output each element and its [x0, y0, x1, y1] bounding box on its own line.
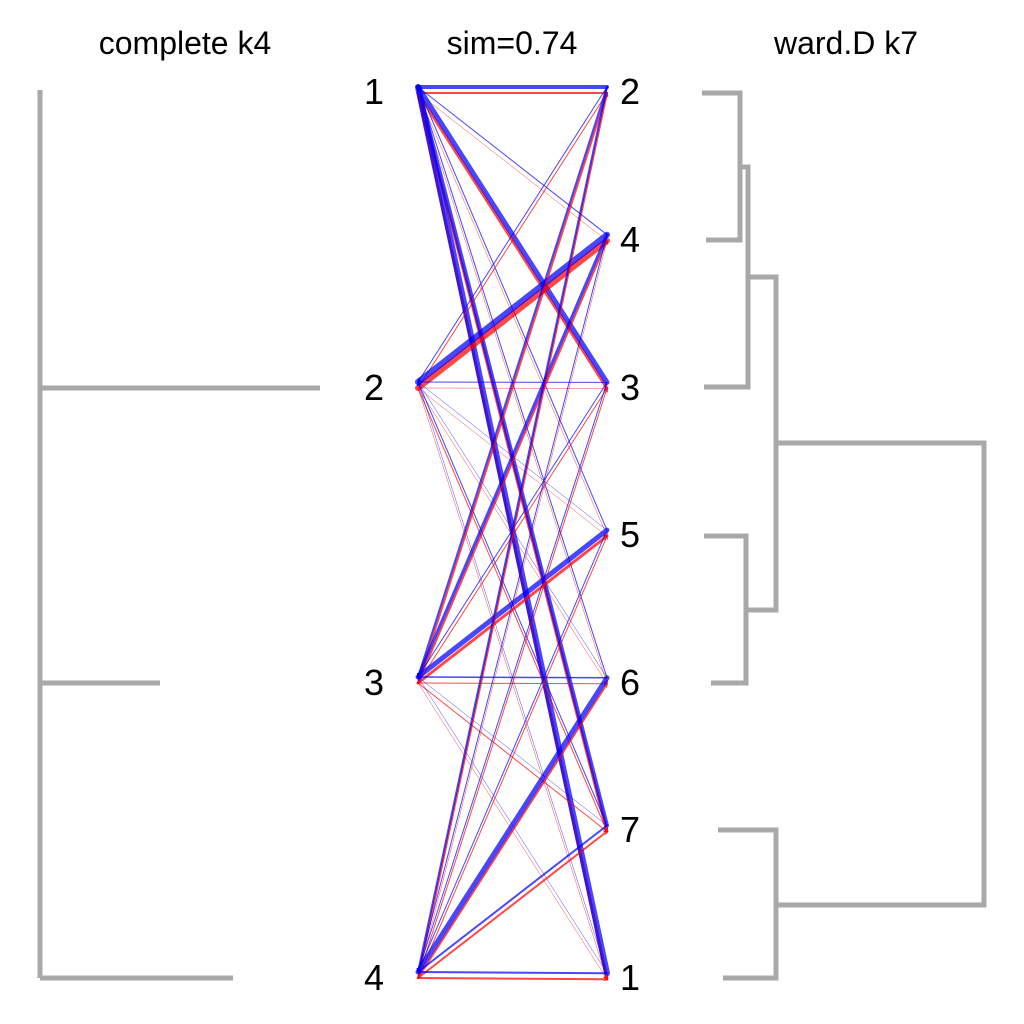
flow-arrow-backward [418, 381, 608, 972]
left-cluster-label: 3 [364, 662, 384, 703]
left-cluster-label: 1 [364, 71, 384, 112]
flow-arrow-backward [418, 87, 608, 236]
flow-arrow-forward [417, 93, 607, 389]
flow-arrow-forward [417, 92, 607, 241]
right-dendrogram-merge-5-6 [704, 533, 749, 686]
left-cluster-label: 4 [364, 957, 384, 998]
right-cluster-label: 1 [620, 957, 640, 998]
flow-arrow-backward [415, 231, 610, 385]
flow-arrow-forward [417, 92, 607, 684]
flow-arrow-forward [415, 237, 610, 391]
flow-arrow-forward [417, 241, 607, 979]
flow-arrow-forward [417, 682, 608, 979]
left-dendrogram [37, 90, 320, 981]
flow-arrow-forward [417, 977, 608, 979]
left-dendrogram-title: complete k4 [99, 25, 272, 61]
right-dendrogram-merge-2-4 [702, 90, 743, 243]
right-dendrogram-merge-7-1 [718, 827, 779, 981]
right-cluster-label: 6 [620, 662, 640, 703]
flow-arrow-backward [417, 972, 608, 975]
flow-arrow-backward [418, 86, 608, 678]
flow-arrow-backward [416, 233, 609, 679]
flow-arrow-forward [417, 388, 607, 979]
flow-arrow-backward [418, 86, 608, 973]
left-cluster-labels: 1 2 3 4 [364, 71, 384, 998]
right-cluster-label: 4 [620, 219, 640, 260]
right-cluster-label: 7 [620, 809, 640, 850]
flow-arrows [415, 84, 610, 979]
flow-arrow-backward [418, 529, 608, 972]
flow-arrow-forward [417, 536, 607, 979]
flow-arrow-backward [415, 675, 610, 975]
right-cluster-label: 3 [620, 367, 640, 408]
flow-arrow-forward [417, 92, 607, 979]
flow-arrow-backward [418, 86, 608, 382]
similarity-title: sim=0.74 [447, 25, 578, 61]
right-dendrogram-root [776, 440, 987, 908]
flow-arrow-forward [417, 830, 608, 979]
flow-arrow-forward [417, 239, 608, 684]
right-cluster-labels: 2 4 3 5 6 7 1 [620, 71, 640, 998]
flow-arrow-backward [417, 824, 608, 973]
left-cluster-label: 2 [364, 367, 384, 408]
right-cluster-label: 2 [620, 71, 640, 112]
right-cluster-label: 5 [620, 514, 640, 555]
right-dendrogram [702, 90, 987, 981]
flow-arrow-backward [418, 234, 608, 972]
right-dendrogram-title: ward.D k7 [773, 25, 918, 61]
